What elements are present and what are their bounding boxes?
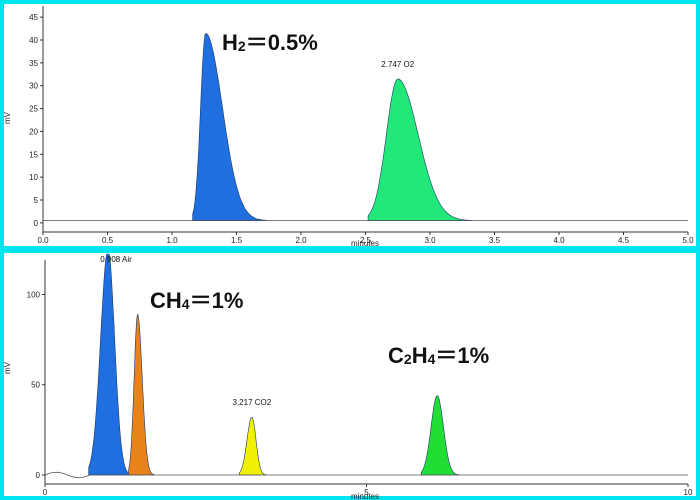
x-tick-label: 0.0 [37, 236, 49, 245]
y-tick-label: 0 [36, 471, 41, 480]
y-tick-label: 5 [34, 196, 39, 205]
peak-area [88, 253, 133, 476]
y-tick-label: 40 [29, 36, 38, 45]
x-tick-label: 2.0 [295, 236, 307, 245]
y-tick-label: 50 [31, 381, 40, 390]
x-tick-label: 4.5 [618, 236, 630, 245]
x-tick-label: 1.5 [231, 236, 243, 245]
annotation-h2: H2＝0.5% [222, 30, 318, 55]
y-tick-label: 15 [29, 150, 38, 159]
y-tick-label: 45 [29, 13, 38, 22]
x-tick-label: 2.5 [360, 236, 372, 245]
x-tick-label: 0 [43, 488, 48, 497]
x-tick-label: 5.0 [682, 236, 694, 245]
y-tick-label: 0 [34, 219, 39, 228]
x-axis-label: minutes [351, 239, 379, 248]
x-tick-label: 5 [364, 488, 369, 497]
y-tick-label: 25 [29, 105, 38, 114]
x-tick-label: 10 [684, 488, 693, 497]
peak-area [238, 417, 268, 476]
y-tick-label: 10 [29, 173, 38, 182]
peak-label: 0.908 Air [100, 255, 132, 264]
x-tick-label: 0.5 [102, 236, 114, 245]
peak-area [420, 395, 460, 476]
x-tick-label: 1.0 [166, 236, 178, 245]
x-tick-label: 4.0 [553, 236, 565, 245]
y-axis-label: mV [3, 111, 12, 124]
plot-panel-background [4, 4, 696, 246]
chromatogram-panel-top: 0.0 0.5 1.0 1.5 2.0 2.5 3.0 3.5 4.0 4.5 5.0 0 5 10 15 2… [3, 4, 696, 248]
y-axis-label: mV [3, 361, 12, 374]
x-tick-label: 3.0 [424, 236, 436, 245]
y-tick-label: 20 [29, 127, 38, 136]
peak-area [367, 78, 472, 221]
baseline-trace [44, 471, 688, 479]
y-tick-label: 35 [29, 59, 38, 68]
y-tick-label: 100 [27, 290, 41, 299]
peak-label: 2.747 O2 [381, 60, 414, 69]
peak-area [192, 32, 267, 221]
peak-area [128, 313, 155, 476]
y-tick-label: 30 [29, 82, 38, 91]
annotation-ch4: CH4＝1% [150, 288, 243, 313]
peak-label: 3.217 CO2 [233, 398, 272, 407]
x-tick-label: 3.5 [489, 236, 501, 245]
x-axis-label: minutes [351, 492, 379, 500]
annotation-c2h4: C2H4＝1% [388, 343, 489, 368]
